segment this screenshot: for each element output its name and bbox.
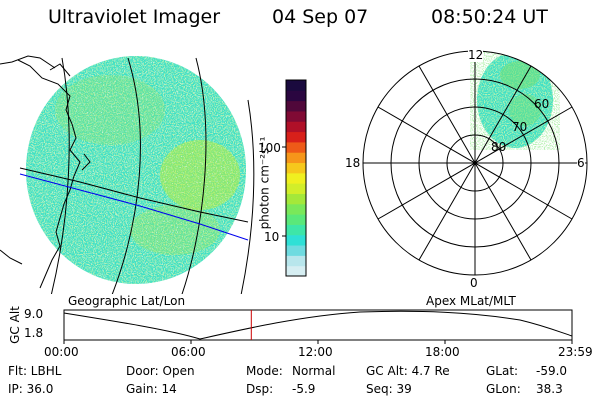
colorbar-segment bbox=[286, 203, 306, 215]
colorbar-segment bbox=[286, 245, 306, 256]
polar-plot bbox=[362, 50, 588, 276]
mlt-label-0: 0 bbox=[470, 276, 478, 290]
time-tick-label: 06:00 bbox=[171, 345, 206, 359]
uv-earth-image bbox=[26, 56, 246, 284]
colorbar-segment bbox=[286, 152, 306, 164]
colorbar bbox=[282, 79, 307, 277]
colorbar-segment bbox=[286, 162, 306, 174]
geographic-caption: Geographic Lat/Lon bbox=[68, 294, 186, 308]
time-tick-label: 23:59 bbox=[558, 345, 593, 359]
colorbar-unit-label: photon cm⁻²s⁻¹ bbox=[257, 136, 272, 230]
colorbar-segment bbox=[286, 214, 306, 225]
colorbar-segment bbox=[286, 183, 306, 194]
time-tick-label: 12:00 bbox=[298, 345, 333, 359]
colorbar-segment bbox=[286, 141, 306, 153]
imager-title: Ultraviolet Imager bbox=[48, 6, 221, 28]
seq-info: Seq: 39 bbox=[366, 382, 412, 396]
mlt-label-12: 12 bbox=[468, 48, 484, 62]
glat-label: GLat: bbox=[486, 364, 519, 378]
mlt-label-18: 18 bbox=[345, 156, 361, 170]
colorbar-segment bbox=[286, 90, 306, 102]
glon-label: GLon: bbox=[486, 382, 521, 396]
colorbar-segment bbox=[286, 255, 306, 267]
colorbar-tick-100: 100 bbox=[258, 141, 281, 155]
door-info: Door: Open bbox=[126, 364, 195, 378]
mlat-label-80: 80 bbox=[491, 140, 507, 154]
altitude-max-label: 9.0 bbox=[24, 307, 44, 321]
colorbar-segment bbox=[286, 224, 306, 236]
lat-lon-grid bbox=[50, 57, 255, 294]
mlat-label-60: 60 bbox=[534, 97, 550, 111]
colorbar-segment bbox=[286, 172, 306, 184]
mlat-label-70: 70 bbox=[512, 120, 528, 134]
colorbar-segment bbox=[286, 121, 306, 133]
mlt-label-6: 6 bbox=[577, 156, 585, 170]
band-line bbox=[19, 167, 249, 223]
altitude-min-label: 1.8 bbox=[24, 326, 44, 340]
mode-value: Normal bbox=[292, 364, 336, 378]
glat-value: -59.0 bbox=[536, 364, 568, 378]
ip-info: IP: 36.0 bbox=[8, 382, 54, 396]
mode-label: Mode: bbox=[246, 364, 283, 378]
colorbar-segment bbox=[286, 234, 306, 246]
filter-info: Flt: LBHL bbox=[8, 364, 62, 378]
colorbar-segment bbox=[286, 80, 306, 91]
terminator-line bbox=[19, 173, 249, 241]
colorbar-segment bbox=[286, 193, 306, 205]
altitude-axis-label: GC Alt bbox=[7, 306, 22, 344]
colorbar-segment bbox=[286, 110, 306, 122]
glon-value: 38.3 bbox=[536, 382, 563, 396]
image-time: 08:50:24 UT bbox=[431, 6, 548, 28]
colorbar-segment bbox=[286, 100, 306, 112]
gain-info: Gain: 14 bbox=[126, 382, 177, 396]
altitude-strip-chart bbox=[63, 309, 573, 344]
dsp-label: Dsp: bbox=[246, 382, 274, 396]
image-date: 04 Sep 07 bbox=[272, 6, 369, 28]
polar-caption: Apex MLat/MLT bbox=[426, 294, 516, 308]
colorbar-segment bbox=[286, 265, 306, 277]
colorbar-segment bbox=[286, 131, 306, 143]
time-tick-label: 00:00 bbox=[44, 345, 79, 359]
gc-alt-info: GC Alt: 4.7 Re bbox=[366, 364, 450, 378]
coastline bbox=[0, 55, 91, 289]
colorbar-tick-10: 10 bbox=[264, 230, 280, 244]
dsp-value: -5.9 bbox=[292, 382, 316, 396]
time-tick-label: 18:00 bbox=[425, 345, 460, 359]
